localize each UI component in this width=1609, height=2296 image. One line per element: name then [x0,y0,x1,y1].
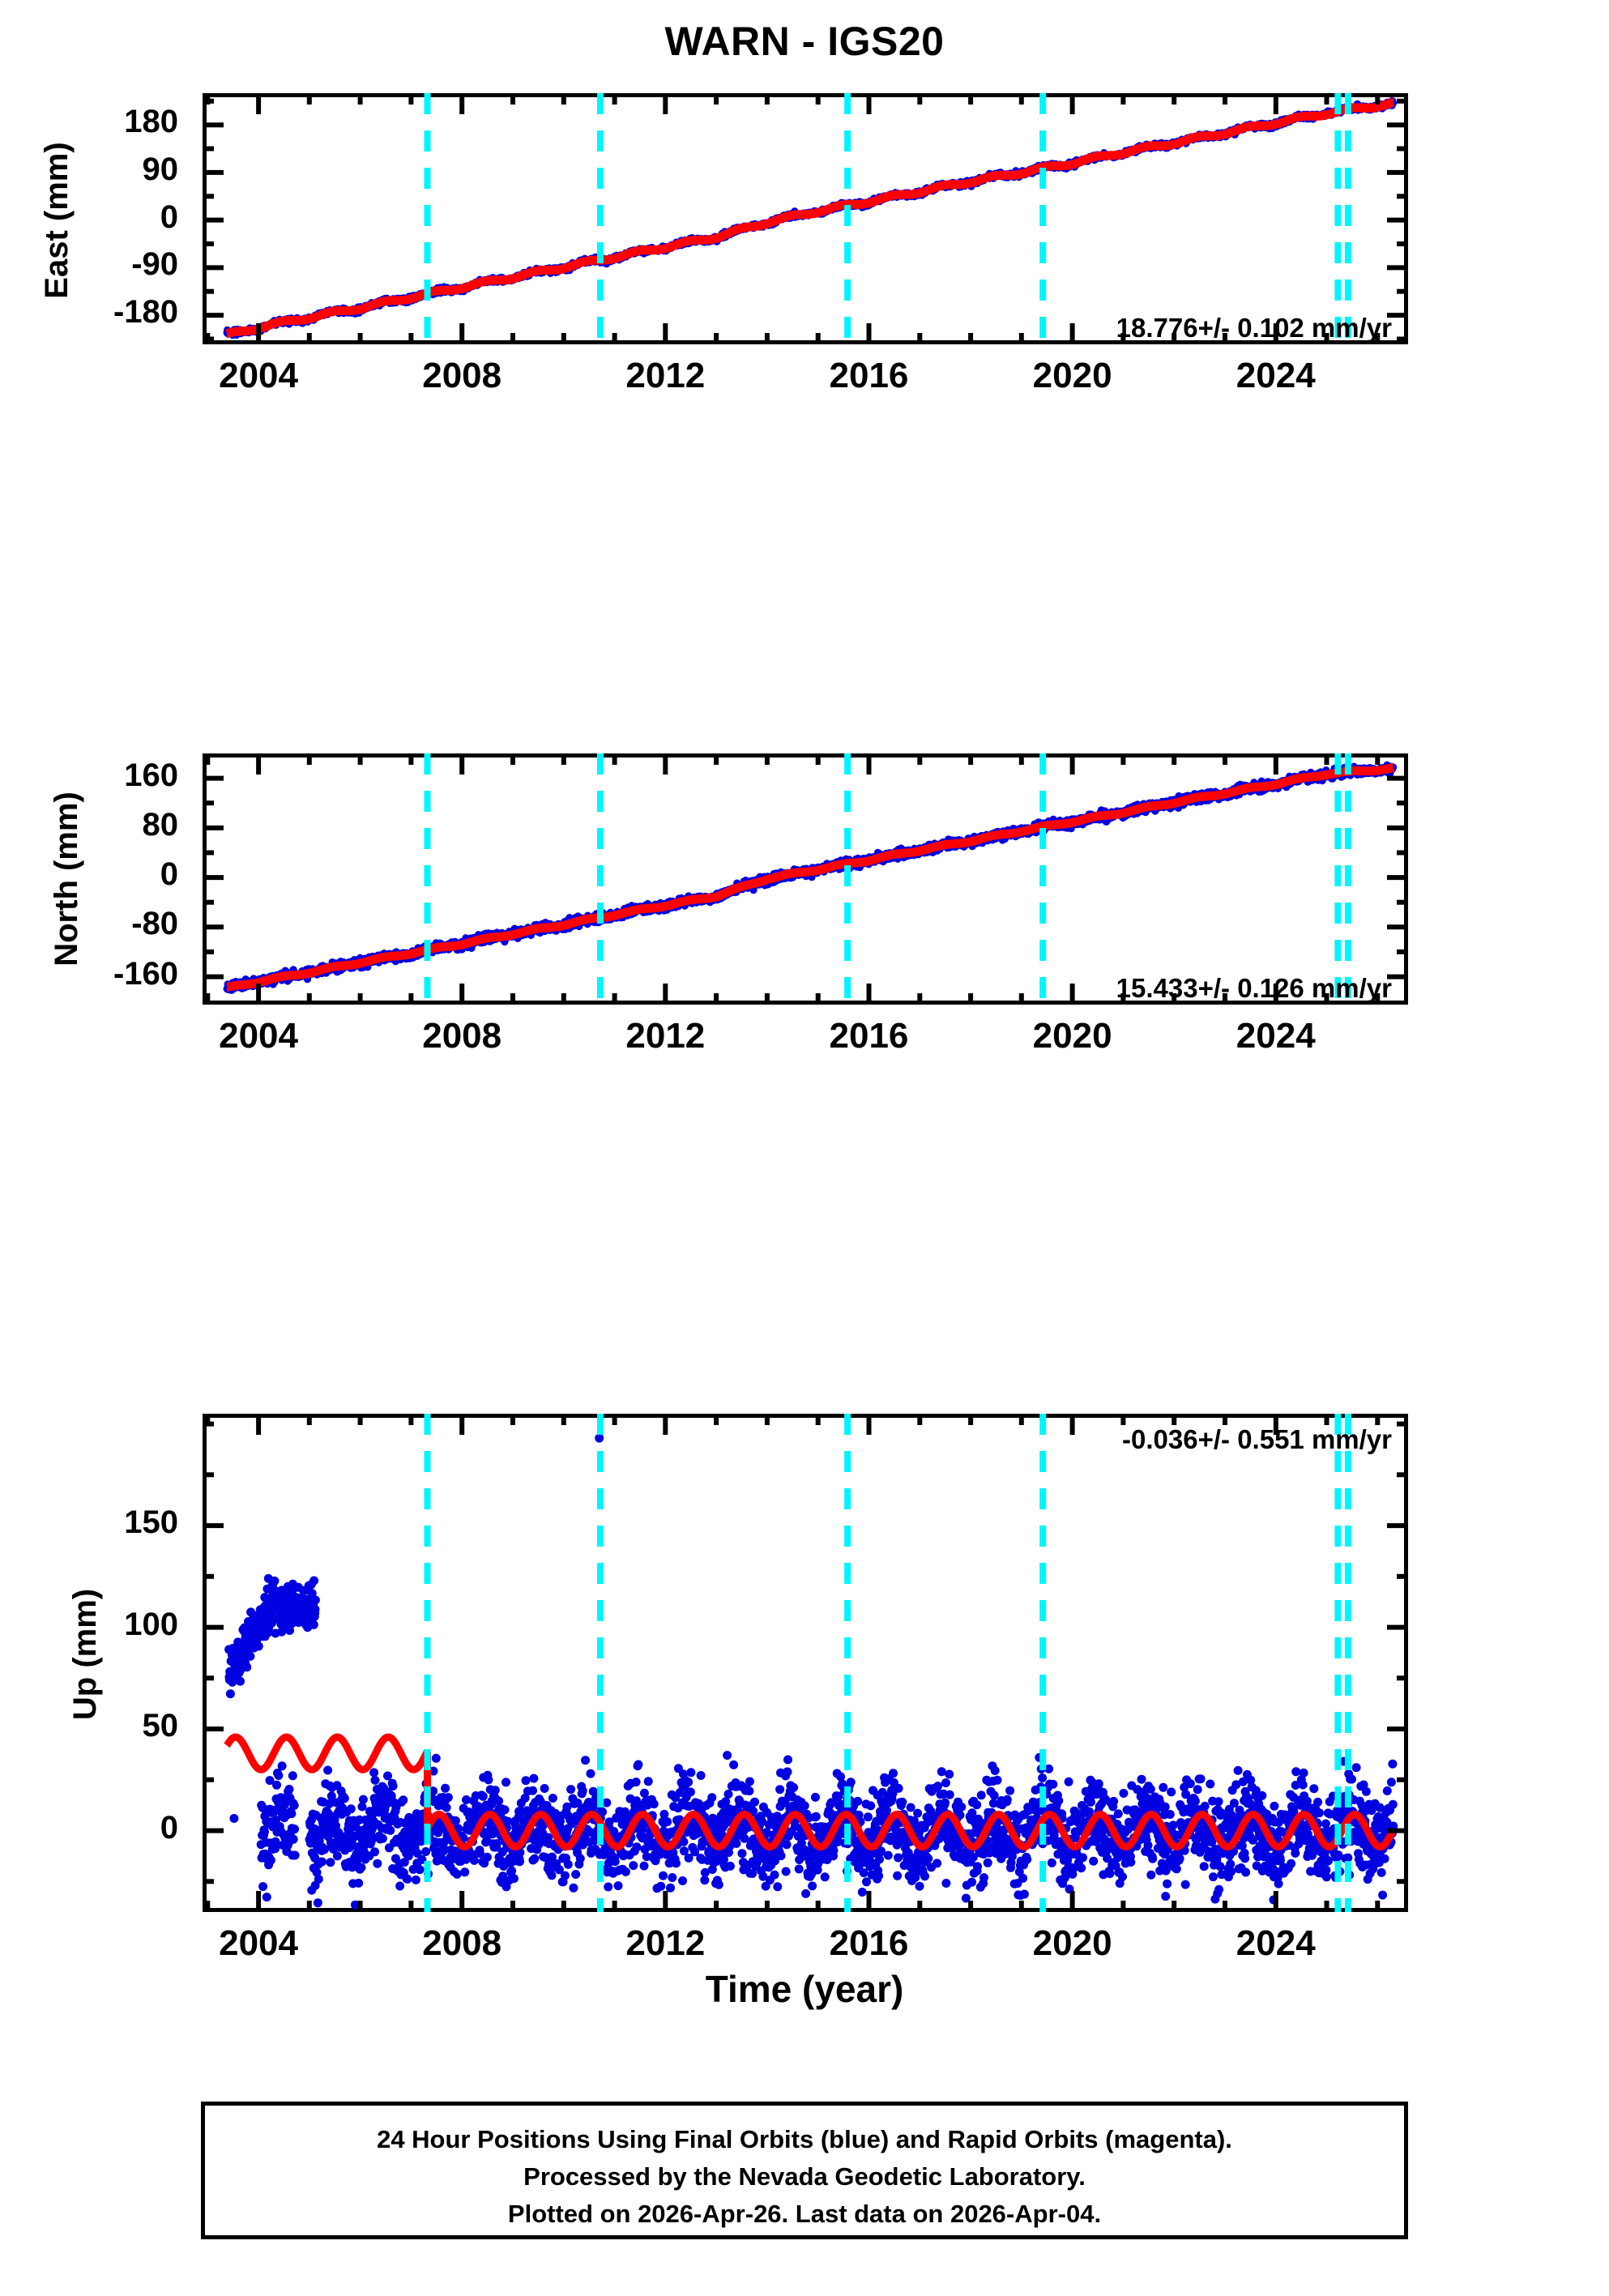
panel-east-ytick-4: -180 [113,294,178,331]
panel-north [203,753,1408,1005]
panel-east-ytick-0: 180 [124,104,178,140]
panel-up-xtick-2: 2012 [625,1923,706,1963]
panel-up-ytick-1: 100 [124,1606,178,1642]
footer-line-3: Plotted on 2026-Apr-26. Last data on 202… [507,2200,1102,2228]
xaxis-title: Time (year) [705,1968,904,2010]
panel-up-xtick-4: 2020 [1032,1923,1112,1963]
panel-east [203,93,1408,344]
panel-north-plot [203,753,1408,1005]
footer-note-box: 24 Hour Positions Using Final Orbits (bl… [201,2102,1408,2239]
panel-east-xtick-3: 2016 [829,356,909,395]
panel-up-plot [203,1414,1408,1912]
panel-up-xtick-1: 2008 [422,1923,502,1963]
panel-north-ytick-4: -160 [113,955,178,992]
panel-east-xtick-4: 2020 [1032,356,1112,395]
panel-up-ytick-2: 50 [142,1708,179,1744]
panel-east-ytick-1: 90 [142,151,179,187]
panel-up-ytick-0: 150 [124,1504,178,1541]
footer-line-2: Processed by the Nevada Geodetic Laborat… [523,2162,1086,2191]
panel-up-xtick-3: 2016 [829,1923,909,1963]
panel-north-xtick-3: 2016 [829,1016,909,1056]
panel-east-xtick-5: 2024 [1236,356,1316,395]
footer-line-1: 24 Hour Positions Using Final Orbits (bl… [377,2125,1232,2153]
panel-east-xtick-0: 2004 [219,356,298,395]
panel-north-ytick-3: -80 [131,906,178,942]
panel-north-ytick-1: 80 [142,806,179,843]
panel-up-xtick-0: 2004 [219,1923,298,1963]
panel-north-rate-label: 15.433+/- 0.126 mm/yr [1116,973,1392,1003]
panel-up-ytick-3: 0 [160,1809,178,1846]
panel-up [203,1414,1408,1912]
panel-east-xtick-2: 2012 [625,356,706,395]
panel-east-ytick-3: -90 [131,246,178,283]
panel-east-xtick-1: 2008 [422,356,502,395]
panel-up-rate-label: -0.036+/- 0.551 mm/yr [1122,1424,1392,1454]
panel-north-xtick-1: 2008 [422,1016,502,1056]
panel-north-ytick-2: 0 [160,856,178,893]
page-title: WARN - IGS20 [664,19,945,64]
panel-north-xtick-5: 2024 [1236,1016,1316,1056]
panel-north-xtick-2: 2012 [625,1016,706,1056]
panel-north-xtick-4: 2020 [1032,1016,1112,1056]
panel-north-xtick-0: 2004 [219,1016,298,1056]
panel-east-rate-label: 18.776+/- 0.102 mm/yr [1116,313,1392,343]
panel-up-xtick-5: 2024 [1236,1923,1316,1963]
panel-east-ytick-2: 0 [160,198,178,235]
panel-east-plot [203,93,1408,344]
panel-north-ytick-0: 160 [124,757,178,793]
